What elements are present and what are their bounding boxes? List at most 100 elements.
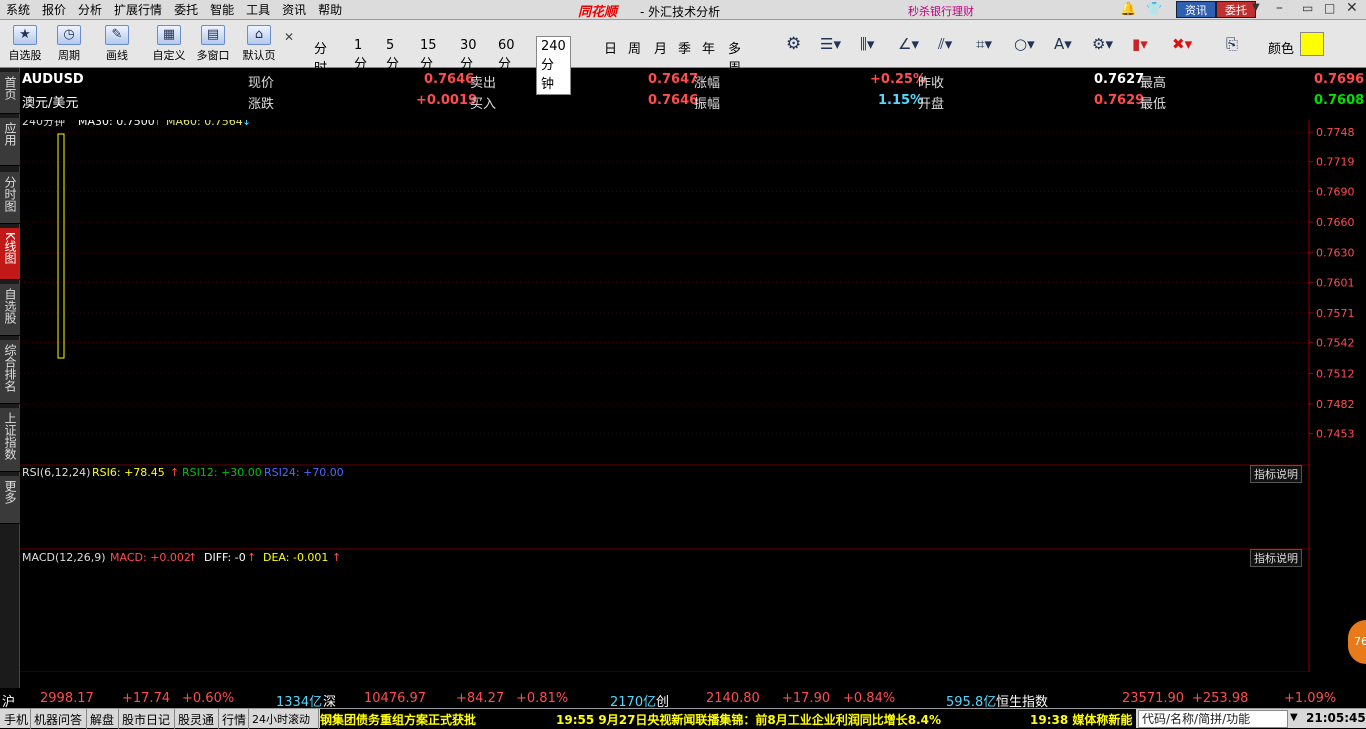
status-bar: 手机 机器问答 解盘 股市日记 股灵通 行情 24小时滚动 钢集团债务重组方案正…	[0, 708, 1366, 729]
symbol-code: AUDUSD	[22, 72, 84, 87]
sidebar-tab-home[interactable]: 首页	[0, 72, 20, 114]
sidebar-tab-watchlist[interactable]: 自选股	[0, 284, 20, 336]
status-diary[interactable]: 股市日记	[122, 713, 171, 727]
change-pct-label: 涨幅	[694, 76, 721, 91]
period-intraday[interactable]: 分时	[314, 42, 328, 76]
low-label: 最低	[1140, 97, 1167, 112]
menu-news[interactable]: 资讯	[282, 3, 307, 17]
period-button[interactable]: ◷ 周期	[50, 23, 88, 65]
close-icon[interactable]: ✕	[1346, 0, 1358, 16]
multi-window-button[interactable]: ▤ 多窗口	[194, 23, 232, 65]
period-multi[interactable]: 多周期	[728, 42, 742, 95]
dropdown-arrow-icon[interactable]: ▼	[1252, 2, 1260, 13]
sidebar-tab-kline[interactable]: K线图	[0, 228, 20, 280]
news-scroller[interactable]: 钢集团债务重组方案正式获批 19:55 9月27日央视新闻联播集锦：前8月工业企…	[320, 709, 1136, 729]
sidebar-tab-label: 上证指数	[3, 412, 17, 460]
dea-value: -0.001	[293, 551, 328, 564]
watchlist-button[interactable]: ★ 自选股	[6, 23, 44, 65]
menu-quote[interactable]: 报价	[42, 3, 67, 17]
floating-badge[interactable]: 76	[1348, 620, 1366, 664]
trade-button[interactable]: 委托	[1216, 1, 1256, 18]
period-label: 周期	[58, 49, 80, 62]
hs-value[interactable]: 23571.90	[1122, 691, 1185, 706]
chart-area[interactable]: 240分钟 MA30: 0.7500 ↑ MA60: 0.7564 ↓ 0.77…	[20, 120, 1366, 672]
draw-line-button[interactable]: ✎ 画线	[98, 23, 136, 65]
period-30min[interactable]: 30分	[460, 38, 477, 72]
rectangle-draw-icon[interactable]: ⌗▾	[976, 35, 992, 53]
news-headline-3[interactable]: 19:38 媒体称新能	[1030, 713, 1133, 727]
sz-change: +84.27	[456, 691, 505, 706]
macd-indicator-help-button[interactable]: 指标说明	[1250, 549, 1302, 567]
menu-tools[interactable]: 工具	[246, 3, 271, 17]
minimize-icon[interactable]: –	[1276, 0, 1283, 16]
status-analysis[interactable]: 解盘	[90, 713, 115, 727]
search-input[interactable]: 代码/名称/简拼/功能	[1138, 710, 1288, 728]
open-label: 开盘	[918, 97, 945, 112]
period-240min[interactable]: 240分钟	[536, 36, 571, 95]
status-robot-qa[interactable]: 机器问答	[34, 713, 83, 727]
clock-icon: ◷	[57, 25, 81, 45]
y-tick-label: 0.7571	[1316, 307, 1355, 320]
menu-help[interactable]: 帮助	[318, 3, 343, 17]
rsi-indicator-help-button[interactable]: 指标说明	[1250, 465, 1302, 483]
status-24h-news[interactable]: 24小时滚动	[252, 713, 310, 726]
status-stock-helper[interactable]: 股灵通	[178, 713, 215, 727]
menu-trade[interactable]: 委托	[174, 3, 199, 17]
restore-icon[interactable]: ▭	[1302, 1, 1314, 15]
collapse-toolbar-icon[interactable]: ✕	[284, 30, 295, 44]
y-tick-label: 0.7482	[1316, 398, 1355, 411]
rsi6-arrow-icon: ↑	[170, 466, 179, 479]
period-week[interactable]: 周	[628, 42, 642, 57]
y-tick-label: 0.7748	[1316, 126, 1355, 139]
settings-gear-icon[interactable]: ⚙	[786, 34, 802, 54]
bookmark-icon[interactable]: ▮▾	[1132, 35, 1148, 53]
period-quarter[interactable]: 季	[678, 42, 692, 57]
news-headline-2[interactable]: 19:55 9月27日央视新闻联播集锦：前8月工业企业利润同比增长8.4%	[556, 713, 942, 727]
cy-value[interactable]: 2140.80	[706, 691, 760, 706]
sidebar-tab-sh-index[interactable]: 上证指数	[0, 408, 20, 472]
list-icon[interactable]: ☰▾	[820, 35, 841, 53]
news-button[interactable]: 资讯	[1176, 1, 1216, 18]
sz-value[interactable]: 10476.97	[364, 691, 427, 706]
parallel-lines-icon[interactable]: ⫽▾	[938, 35, 953, 53]
period-5min[interactable]: 5分	[386, 38, 400, 72]
bell-icon[interactable]: 🔔	[1120, 2, 1137, 17]
gear-tool-icon[interactable]: ⚙▾	[1092, 35, 1113, 53]
color-swatch[interactable]	[1300, 32, 1324, 56]
sh-value[interactable]: 2998.17	[40, 691, 94, 706]
custom-button[interactable]: ▦ 自定义	[150, 23, 188, 65]
status-market[interactable]: 行情	[222, 713, 247, 727]
menu-analysis[interactable]: 分析	[78, 3, 103, 17]
selection-highlight	[57, 133, 65, 359]
delete-icon[interactable]: ✖▾	[1172, 35, 1193, 53]
menu-smart[interactable]: 智能	[210, 3, 235, 17]
sidebar-tab-ranking[interactable]: 综合排名	[0, 340, 20, 404]
period-60min[interactable]: 60分	[498, 38, 515, 72]
sidebar-tab-intraday[interactable]: 分时图	[0, 172, 20, 224]
menu-system[interactable]: 系统	[6, 3, 31, 17]
maximize-icon[interactable]: □	[1324, 1, 1336, 15]
export-icon[interactable]: ⎘	[1226, 35, 1239, 53]
period-1min[interactable]: 1分	[354, 38, 368, 72]
period-15min[interactable]: 15分	[420, 38, 437, 72]
y-tick-label: 0.7601	[1316, 276, 1355, 289]
multi-window-label: 多窗口	[196, 49, 230, 62]
bar-chart-icon[interactable]: ⫼▾	[860, 35, 875, 53]
period-month[interactable]: 月	[654, 42, 668, 57]
default-page-button[interactable]: ⌂ 默认页	[240, 23, 278, 65]
period-year[interactable]: 年	[702, 42, 716, 57]
text-draw-icon[interactable]: A▾	[1054, 35, 1072, 53]
status-mobile[interactable]: 手机	[4, 713, 29, 727]
dropdown-arrow-icon[interactable]: ▼	[1290, 712, 1298, 723]
last-price-value: 0.7646	[424, 72, 475, 87]
diff-arrow-icon: ↑	[247, 551, 256, 564]
promo-link[interactable]: 秒杀银行理财	[908, 5, 974, 18]
period-day[interactable]: 日	[604, 42, 618, 57]
news-headline-1[interactable]: 钢集团债务重组方案正式获批	[320, 713, 477, 727]
sidebar-tab-more[interactable]: 更多	[0, 476, 20, 524]
shirt-icon[interactable]: 👕	[1146, 2, 1163, 17]
circle-draw-icon[interactable]: ○▾	[1014, 35, 1035, 53]
angle-draw-icon[interactable]: ∠▾	[898, 35, 919, 53]
sidebar-tab-apps[interactable]: 应用	[0, 118, 20, 166]
menu-extended-quote[interactable]: 扩展行情	[114, 3, 163, 17]
